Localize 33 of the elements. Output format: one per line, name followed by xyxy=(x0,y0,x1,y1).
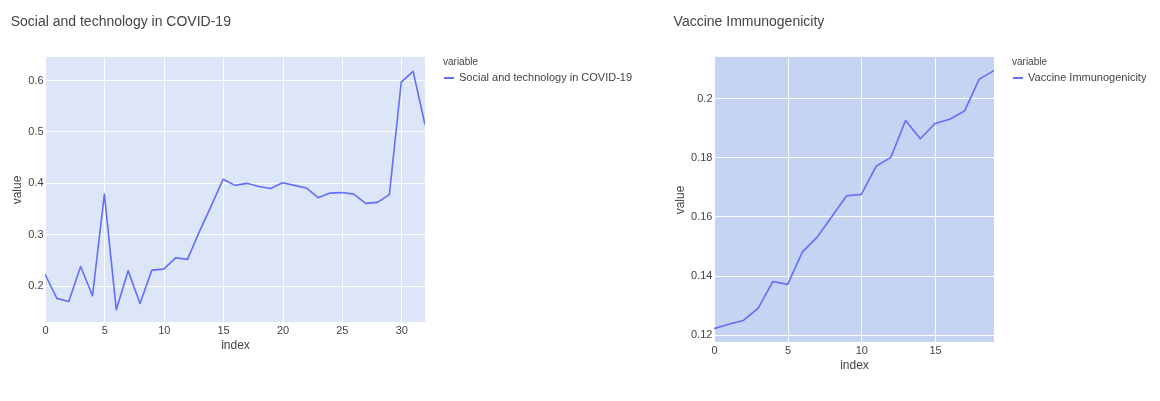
y-tick-label: 0.12 xyxy=(691,328,713,341)
chart-title: Social and technology in COVID-19 xyxy=(10,13,232,29)
x-tick-label: 5 xyxy=(785,343,792,356)
y-tick-label: 0.16 xyxy=(691,209,713,222)
legend-label: Social and technology in COVID-19 xyxy=(459,71,633,83)
y-axis-title: value xyxy=(10,175,25,205)
y-tick-label: 0.2 xyxy=(28,279,44,292)
x-axis-title: index xyxy=(221,337,250,352)
y-tick-label: 0.18 xyxy=(691,150,713,163)
y-tick-label: 0.6 xyxy=(28,73,44,86)
legend-title: variable xyxy=(1012,56,1048,67)
y-tick-label: 0.2 xyxy=(697,91,713,104)
x-axis-title: index xyxy=(840,357,869,372)
line-series xyxy=(714,69,994,330)
y-tick-label: 0.14 xyxy=(691,269,713,282)
x-tick-label: 15 xyxy=(929,343,942,356)
y-tick-label: 0.4 xyxy=(28,176,44,189)
y-tick-label: 0.3 xyxy=(28,227,44,240)
y-axis-title: value xyxy=(673,185,688,215)
x-tick-label: 15 xyxy=(217,323,230,336)
x-tick-label: 25 xyxy=(336,323,349,336)
x-tick-label: 10 xyxy=(855,343,868,356)
x-tick-label: 20 xyxy=(276,323,290,336)
chart-title: Vaccine Immunogenicity xyxy=(673,13,825,29)
x-tick-label: 0 xyxy=(711,343,718,356)
x-tick-label: 5 xyxy=(101,323,108,336)
legend-title: variable xyxy=(443,56,479,67)
y-tick-label: 0.5 xyxy=(28,124,44,137)
legend-label: Vaccine Immunogenicity xyxy=(1028,71,1147,83)
x-tick-label: 0 xyxy=(42,323,49,336)
x-tick-label: 10 xyxy=(158,323,171,336)
line-series xyxy=(45,70,425,311)
x-tick-label: 30 xyxy=(395,323,408,336)
